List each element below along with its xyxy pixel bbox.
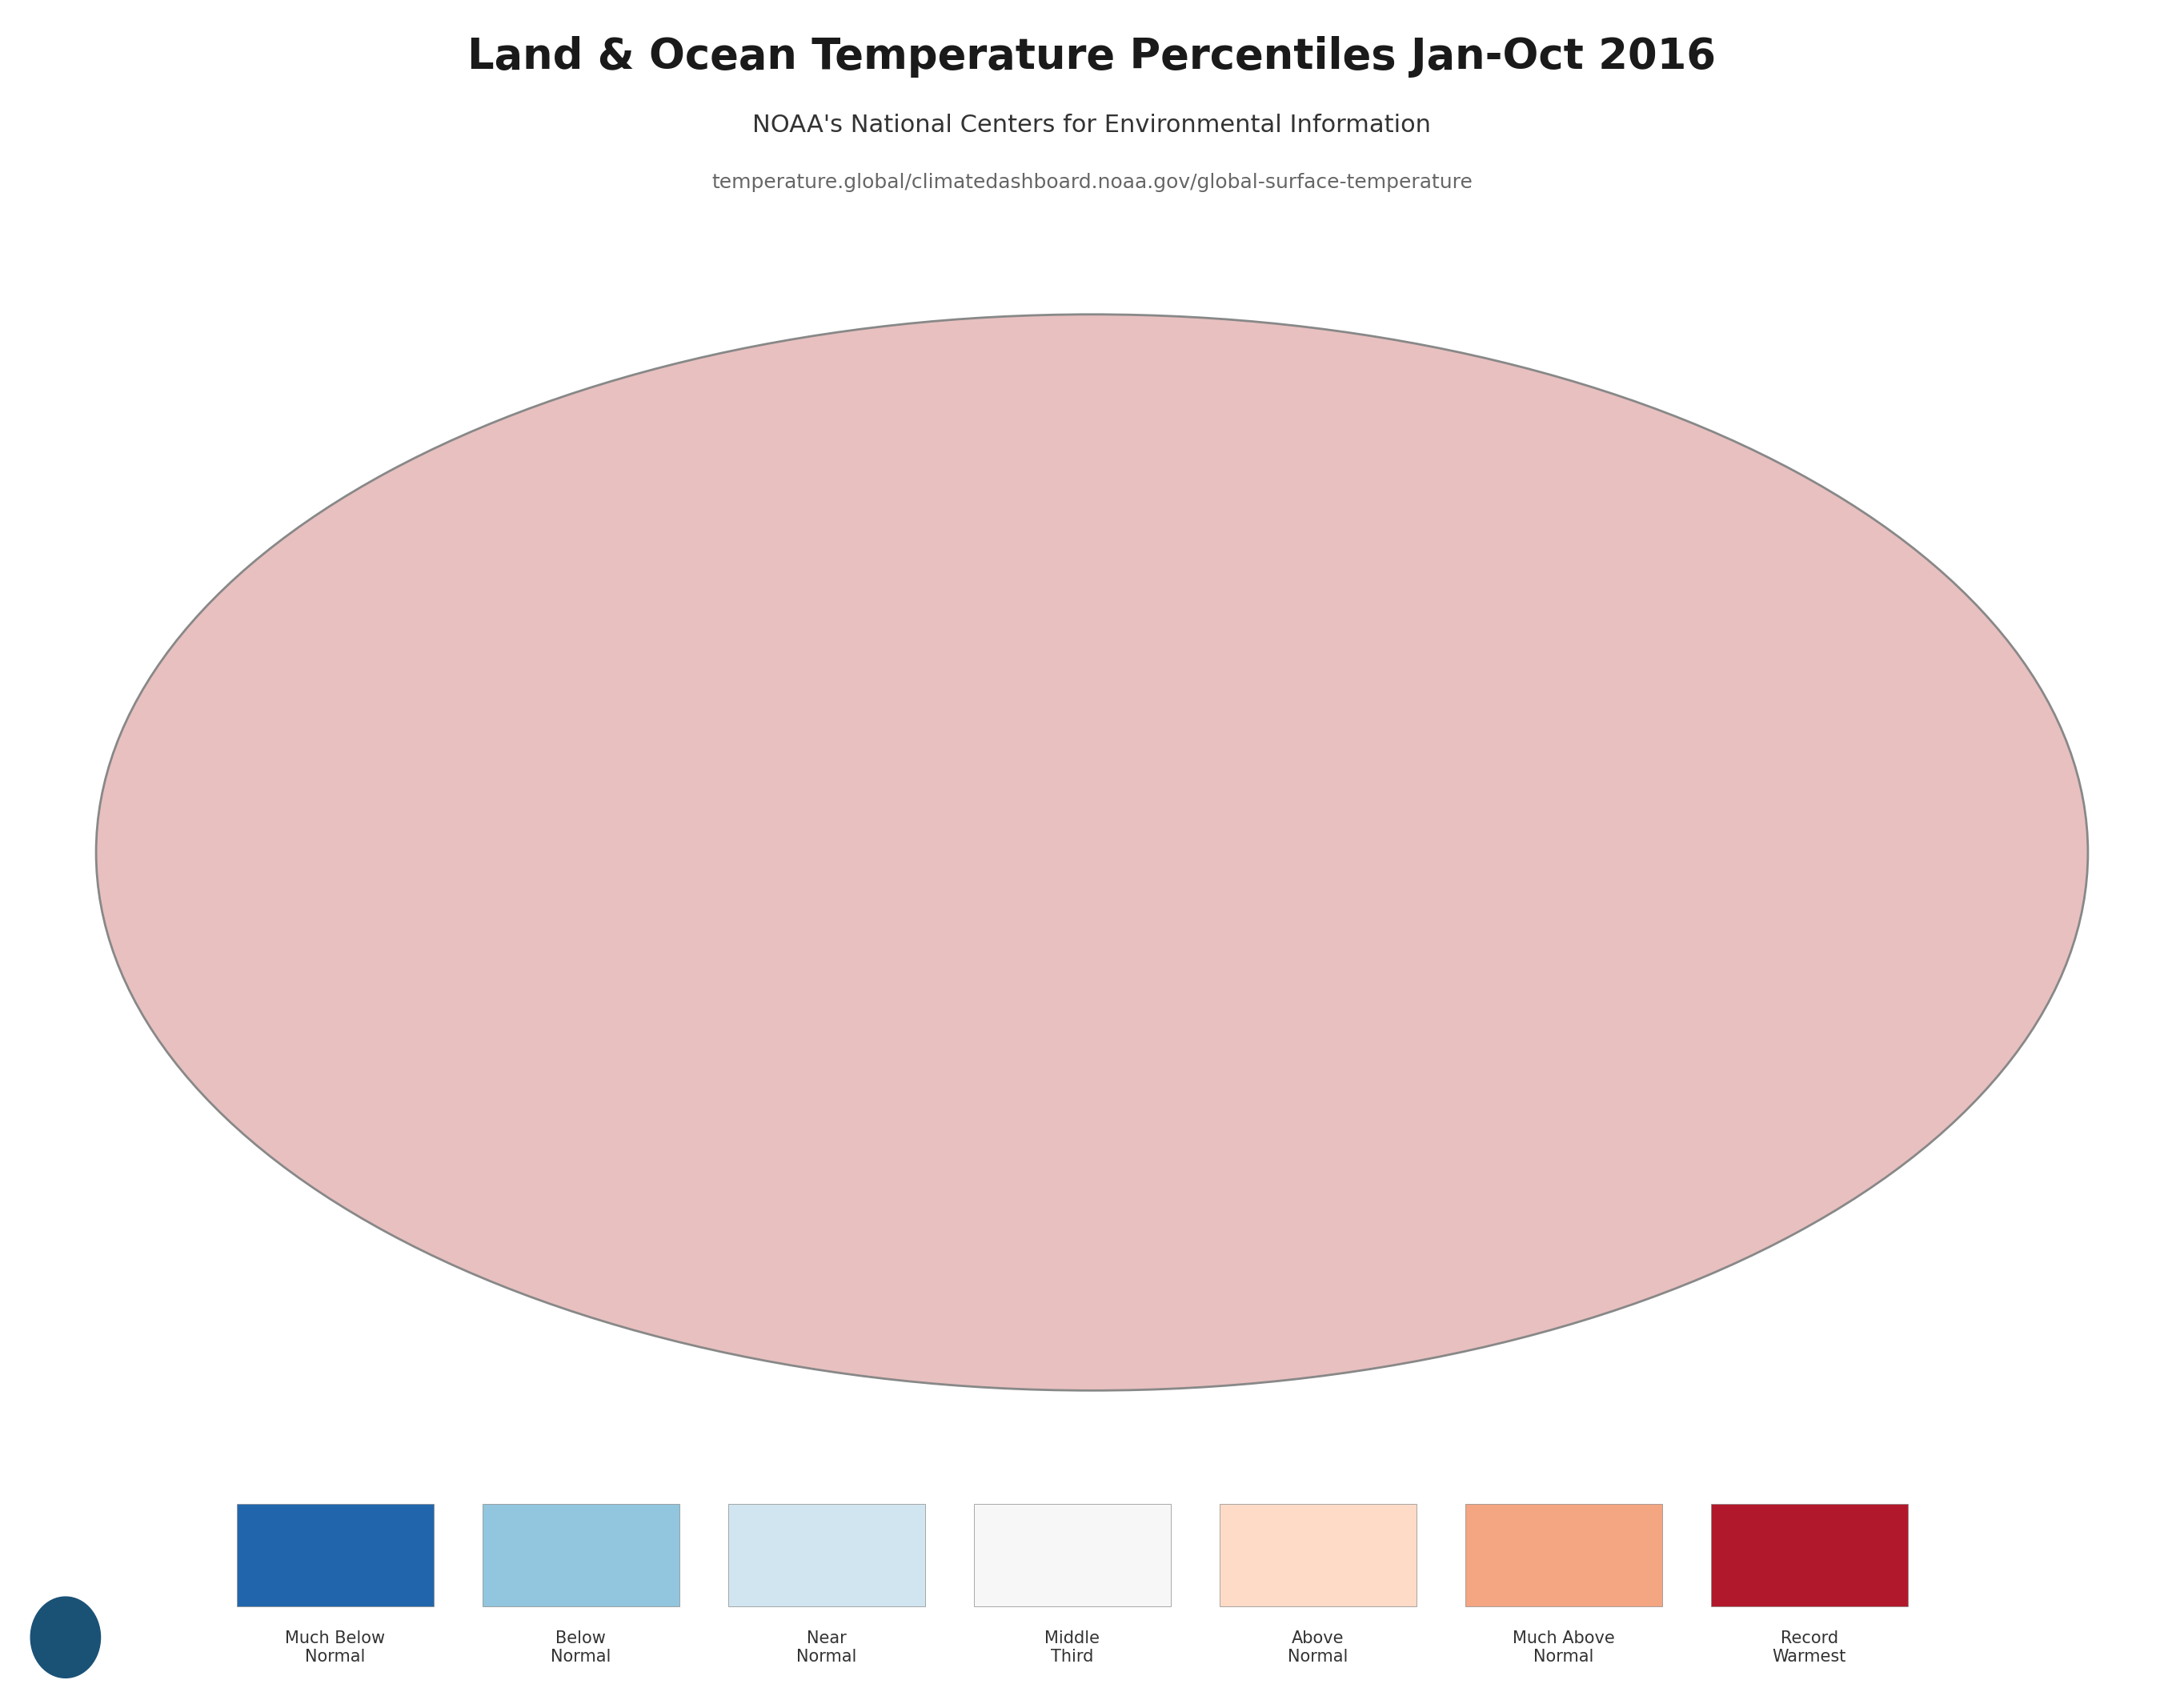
Text: Record
Warmest: Record Warmest xyxy=(1773,1631,1845,1664)
Ellipse shape xyxy=(96,314,2088,1391)
FancyBboxPatch shape xyxy=(1465,1504,1662,1607)
Text: Much Above
Normal: Much Above Normal xyxy=(1514,1631,1614,1664)
FancyBboxPatch shape xyxy=(1712,1504,1909,1607)
Circle shape xyxy=(31,1597,100,1678)
FancyBboxPatch shape xyxy=(974,1504,1171,1607)
Text: Above
Normal: Above Normal xyxy=(1289,1631,1348,1664)
Text: Land & Ocean Temperature Percentiles Jan-Oct 2016: Land & Ocean Temperature Percentiles Jan… xyxy=(467,35,1717,78)
Text: Near
Normal: Near Normal xyxy=(797,1631,856,1664)
Text: Much Below
Normal: Much Below Normal xyxy=(286,1631,384,1664)
FancyBboxPatch shape xyxy=(483,1504,679,1607)
Text: Middle
Third: Middle Third xyxy=(1044,1631,1101,1664)
Text: NOAA's National Centers for Environmental Information: NOAA's National Centers for Environmenta… xyxy=(753,115,1431,137)
Text: temperature.global/climatedashboard.noaa.gov/global-surface-temperature: temperature.global/climatedashboard.noaa… xyxy=(712,172,1472,192)
FancyBboxPatch shape xyxy=(1219,1504,1417,1607)
Text: Below
Normal: Below Normal xyxy=(550,1631,612,1664)
FancyBboxPatch shape xyxy=(238,1504,435,1607)
FancyBboxPatch shape xyxy=(729,1504,926,1607)
